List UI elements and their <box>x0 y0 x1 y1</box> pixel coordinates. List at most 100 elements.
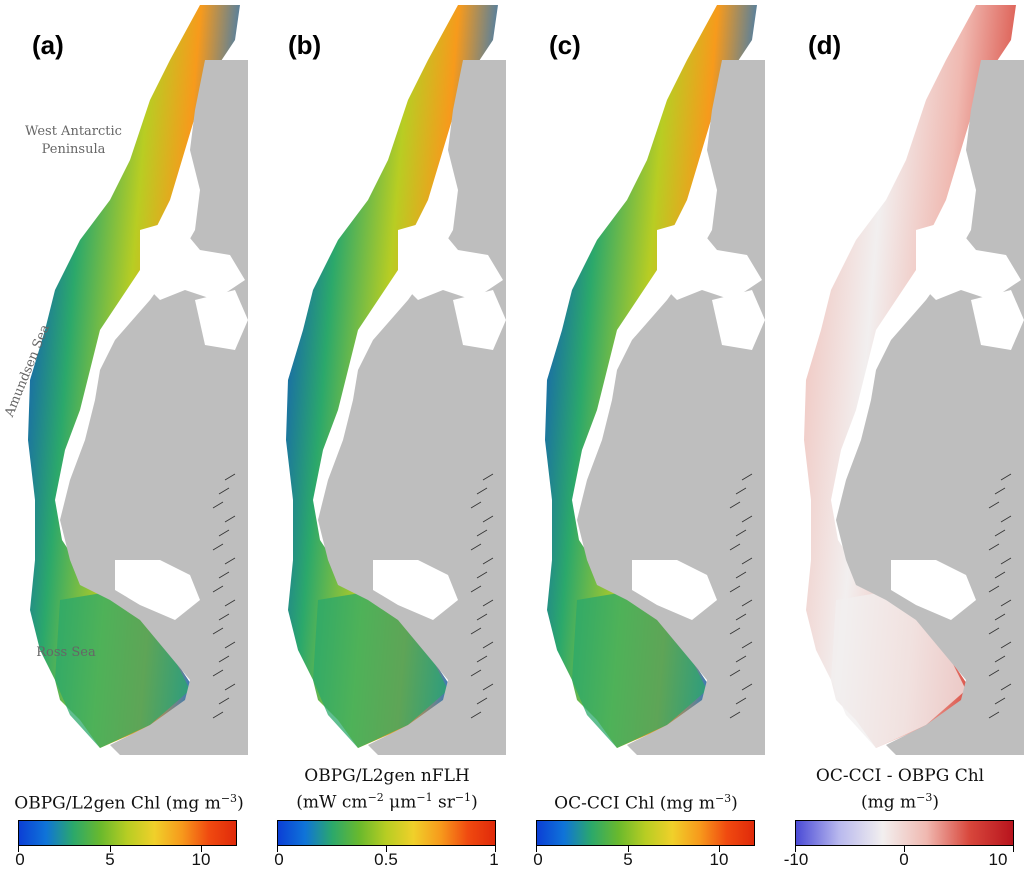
cb-b-l2-a: (mW cm <box>296 792 368 813</box>
tick-b-1 <box>386 846 387 852</box>
cb-c-title-end: ) <box>731 793 738 814</box>
ice-shelf-0 <box>916 220 1021 300</box>
ocean-band <box>545 5 757 748</box>
coast-hatch <box>218 613 230 621</box>
coast-hatch <box>470 501 482 509</box>
coast-hatch <box>224 641 236 649</box>
coast-hatch <box>212 585 224 593</box>
label-wap-line1: West Antarctic <box>25 124 122 139</box>
ice-shelf-0 <box>140 220 245 300</box>
cb-b-l2-sup1: −2 <box>367 791 384 804</box>
coast-hatch <box>470 627 482 635</box>
tick-a-0 <box>18 846 19 852</box>
coast-hatch <box>735 529 747 537</box>
ross-sea-region <box>572 590 707 748</box>
cb-b-l2-d: ) <box>471 792 478 813</box>
coast-hatch <box>224 599 236 607</box>
coast-hatch <box>212 543 224 551</box>
cb-b-l2-b: μm <box>383 792 417 813</box>
cb-d-l2-b: ) <box>932 792 940 813</box>
map-panel-a: (a) West Antarctic Peninsula Amundsen Se… <box>0 0 248 755</box>
coast-hatch <box>482 557 494 565</box>
coast-hatch <box>218 487 230 495</box>
tick-label-a-1: 5 <box>105 850 115 869</box>
coast-hatch <box>476 487 488 495</box>
coast-hatch <box>741 599 753 607</box>
tick-c-0 <box>536 846 537 852</box>
ice-shelf-0 <box>657 220 762 300</box>
tick-label-c-0: 0 <box>533 850 543 869</box>
coast-hatch <box>224 557 236 565</box>
tick-label-b-0: 0 <box>274 850 284 869</box>
tick-label-d-1: 0 <box>899 850 909 869</box>
map-a <box>28 5 248 755</box>
coast-hatch <box>735 571 747 579</box>
cb-d-title-line1: OC-CCI - OBPG Chl <box>815 766 985 786</box>
coast-hatch <box>476 529 488 537</box>
coast-hatch <box>1000 515 1012 523</box>
coast-hatch <box>741 683 753 691</box>
tick-label-a-0: 0 <box>15 850 25 869</box>
map-b <box>286 5 506 755</box>
tick-label-d-0: -10 <box>783 850 809 869</box>
cb-b-title-line2: (mW cm−2 μm−1 sr−1) <box>258 787 516 814</box>
cb-a-title-text: OBPG/L2gen Chl (mg m <box>14 793 221 814</box>
coast-hatch <box>741 515 753 523</box>
tick-c-1 <box>628 846 629 852</box>
coast-hatch <box>994 571 1006 579</box>
panel-label-a: (a) <box>32 30 64 60</box>
label-ross-sea: Ross Sea <box>36 645 96 660</box>
tick-a-2 <box>201 846 202 852</box>
coast-hatch <box>741 473 753 481</box>
cb-d-l2-sup: −3 <box>916 791 933 804</box>
tick-b-2 <box>495 846 496 852</box>
tick-label-d-2: 10 <box>988 850 1008 869</box>
ice-shelf-2 <box>195 290 248 350</box>
ocean-band <box>804 5 1016 748</box>
tick-d-2 <box>1013 846 1014 852</box>
coast-hatch <box>1000 599 1012 607</box>
panel-label-d: (d) <box>808 30 842 60</box>
coast-hatch <box>735 697 747 705</box>
coast-hatch <box>1000 641 1012 649</box>
ice-shelf-2 <box>712 290 765 350</box>
map-panel-d: (d) <box>776 0 1024 755</box>
ice-shelf-2 <box>971 290 1024 350</box>
map-panel-c: (c) <box>517 0 765 755</box>
coast-hatch <box>476 613 488 621</box>
coast-hatch <box>224 515 236 523</box>
coast-hatch <box>1000 557 1012 565</box>
tick-d-1 <box>904 846 905 852</box>
ice-shelf-1 <box>373 560 458 620</box>
colorbar-title-c: OC-CCI Chl (mg m−3) <box>517 788 775 815</box>
colorbar-d <box>795 820 1014 846</box>
coast-hatch <box>988 669 1000 677</box>
coast-hatch <box>470 585 482 593</box>
coast-hatch <box>729 543 741 551</box>
coast-hatch <box>476 697 488 705</box>
tick-label-b-1: 0.5 <box>374 850 398 869</box>
tick-c-2 <box>719 846 720 852</box>
coast-hatch <box>729 627 741 635</box>
ice-shelf-2 <box>453 290 506 350</box>
coast-hatch <box>988 501 1000 509</box>
colorbar-title-a: OBPG/L2gen Chl (mg m−3) <box>0 788 258 815</box>
antarctic-landmass <box>318 60 506 755</box>
coast-hatch <box>988 627 1000 635</box>
ross-sea-region <box>831 590 966 748</box>
cb-a-title-sup: −3 <box>220 792 238 805</box>
coast-hatch <box>470 669 482 677</box>
coast-hatch <box>482 599 494 607</box>
tick-label-b-2: 1 <box>489 850 499 869</box>
coast-hatch <box>470 711 482 719</box>
ross-sea-region <box>313 590 448 748</box>
coast-hatch <box>735 655 747 663</box>
tick-b-0 <box>277 846 278 852</box>
coast-hatch <box>212 669 224 677</box>
coast-hatch <box>476 571 488 579</box>
label-west-antarctic-peninsula: West Antarctic Peninsula <box>6 123 141 159</box>
cb-b-l2-sup2: −1 <box>416 791 433 804</box>
colorbar-title-b: OBPG/L2gen nFLH (mW cm−2 μm−1 sr−1) <box>258 766 516 814</box>
coast-hatch <box>212 627 224 635</box>
map-panel-b: (b) <box>258 0 506 755</box>
